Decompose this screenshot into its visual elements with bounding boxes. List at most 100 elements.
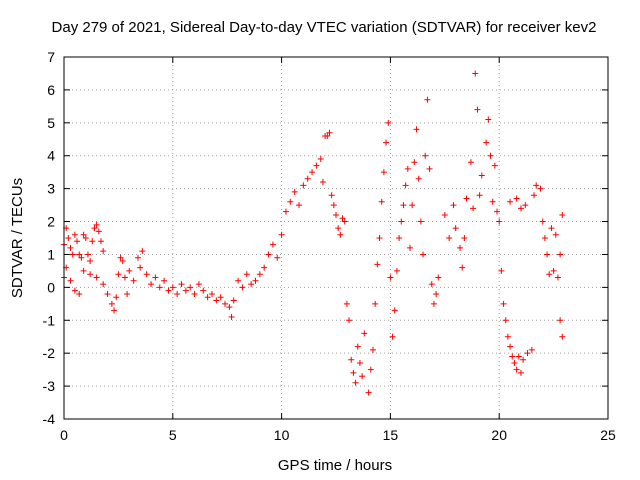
- data-point: [459, 264, 466, 271]
- data-point: [494, 208, 501, 215]
- data-point: [328, 192, 335, 199]
- data-point: [228, 313, 235, 320]
- data-point: [252, 277, 259, 284]
- data-point: [339, 215, 346, 222]
- data-point: [126, 267, 133, 274]
- data-point: [398, 218, 405, 225]
- data-point: [74, 238, 81, 245]
- data-point: [504, 333, 511, 340]
- data-point: [67, 277, 74, 284]
- y-tick-label: 0: [47, 279, 55, 295]
- data-point: [76, 251, 83, 258]
- x-tick-label: 5: [169, 427, 177, 443]
- y-tick-label: -2: [43, 345, 56, 361]
- data-point: [533, 182, 540, 189]
- data-point: [478, 172, 485, 179]
- data-point: [391, 307, 398, 314]
- data-point: [517, 369, 524, 376]
- data-point: [441, 211, 448, 218]
- data-point: [222, 300, 229, 307]
- data-point: [278, 231, 285, 238]
- data-point: [541, 235, 548, 241]
- data-point: [557, 251, 564, 258]
- data-point: [304, 175, 311, 182]
- data-points: [61, 70, 566, 396]
- y-tick-label: 4: [47, 148, 55, 164]
- data-point: [352, 379, 359, 386]
- data-point: [97, 238, 104, 245]
- data-point: [152, 274, 159, 281]
- data-point: [413, 126, 420, 133]
- data-point: [148, 281, 155, 288]
- y-tick-label: 1: [47, 246, 55, 262]
- data-point: [343, 300, 350, 307]
- data-point: [174, 290, 181, 297]
- data-point: [513, 366, 520, 373]
- data-point: [452, 225, 459, 232]
- data-point: [111, 307, 118, 314]
- data-point: [296, 202, 303, 209]
- data-point: [274, 254, 281, 261]
- data-point: [356, 360, 363, 367]
- x-tick-label: 0: [60, 427, 68, 443]
- data-point: [483, 139, 490, 146]
- data-point: [335, 225, 342, 232]
- data-point: [235, 277, 242, 284]
- data-point: [502, 317, 509, 324]
- data-point: [324, 132, 331, 139]
- data-point: [387, 274, 394, 281]
- data-point: [474, 106, 481, 113]
- data-point: [119, 258, 126, 265]
- data-point: [400, 202, 407, 209]
- data-point: [165, 287, 172, 294]
- data-point: [393, 267, 400, 274]
- data-point: [134, 254, 141, 261]
- y-ticks: -4 -3 -2 -1 0 1 2 3 4 5 6 7: [43, 49, 608, 427]
- data-point: [265, 251, 272, 258]
- x-axis-label: GPS time / hours: [278, 457, 392, 474]
- data-point: [282, 208, 289, 215]
- data-point: [544, 251, 551, 258]
- data-point: [317, 156, 324, 163]
- data-point: [100, 248, 107, 255]
- data-point: [367, 366, 374, 373]
- data-point: [87, 271, 94, 278]
- data-point: [213, 297, 220, 304]
- data-point: [426, 165, 433, 172]
- data-point: [487, 152, 494, 159]
- data-point: [396, 235, 403, 241]
- data-point: [378, 198, 385, 205]
- data-point: [517, 205, 524, 212]
- data-point: [93, 221, 100, 228]
- data-point: [187, 284, 194, 291]
- data-point: [522, 202, 529, 209]
- y-tick-label: 2: [47, 214, 55, 230]
- data-point: [470, 205, 477, 212]
- data-point: [333, 211, 339, 218]
- data-point: [513, 195, 520, 202]
- data-point: [95, 228, 102, 235]
- data-point: [71, 231, 78, 238]
- data-point: [300, 182, 307, 189]
- data-point: [467, 159, 474, 166]
- data-point: [424, 96, 431, 103]
- data-point: [557, 317, 564, 324]
- data-point: [269, 241, 276, 248]
- data-point: [143, 271, 150, 278]
- data-point: [341, 218, 348, 225]
- data-point: [422, 152, 429, 159]
- data-point: [350, 369, 357, 376]
- data-point: [385, 119, 392, 126]
- data-point: [411, 159, 418, 166]
- data-point: [550, 267, 557, 274]
- data-point: [208, 290, 215, 297]
- data-point: [376, 235, 383, 241]
- data-point: [100, 281, 107, 288]
- data-point: [546, 271, 553, 278]
- data-point: [337, 231, 344, 238]
- data-point: [354, 343, 361, 350]
- data-point: [446, 235, 453, 241]
- data-point: [256, 271, 263, 278]
- data-point: [182, 287, 189, 294]
- data-point: [374, 261, 381, 268]
